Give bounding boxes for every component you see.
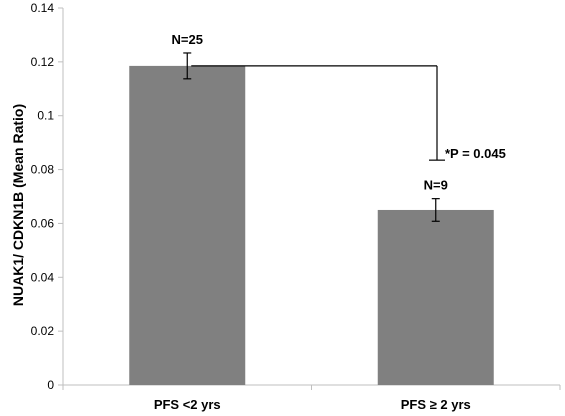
x-category-label: PFS <2 yrs [154,397,221,412]
x-category-label: PFS ≥ 2 yrs [401,397,471,412]
y-ticks: 0 0.02 0.04 0.06 0.08 0.1 0.12 0.14 [31,1,63,392]
y-tick-label: 0 [47,378,54,392]
significance-label: *P = 0.045 [445,146,506,161]
n-label: N=25 [172,32,203,47]
y-tick-label: 0.14 [31,1,55,15]
y-tick-label: 0.1 [37,109,54,123]
bars [129,65,494,386]
y-tick-label: 0.06 [31,216,55,230]
error-bars [183,52,440,222]
y-tick-label: 0.04 [31,270,55,284]
bar [377,209,494,385]
bar [129,65,246,386]
y-tick-label: 0.02 [31,324,55,338]
x-labels: PFS <2 yrs PFS ≥ 2 yrs [154,397,471,412]
significance-bracket: *P = 0.045 [191,65,506,161]
y-axis-title: NUAK1/ CDKN1B (Mean Ratio) [10,104,26,306]
n-label: N=9 [424,178,448,193]
n-labels: N=25 N=9 [172,32,448,193]
y-tick-label: 0.12 [31,55,55,69]
y-tick-label: 0.08 [31,163,55,177]
